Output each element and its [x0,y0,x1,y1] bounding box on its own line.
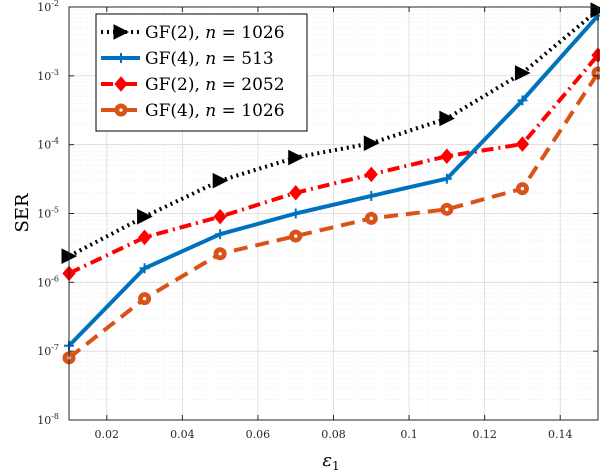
y-tick-label-exponent: -3 [51,68,59,77]
series-line [67,71,600,360]
y-tick-label-base: 10 [37,208,51,221]
series-line [68,53,600,276]
data-point [139,263,150,274]
series-layer [61,2,600,365]
data-point [591,66,600,80]
data-point [439,110,455,127]
data-point [137,208,153,225]
y-tick-label: 10-6 [37,274,59,289]
x-axis-label-subscript: 1 [332,459,340,473]
x-tick-label: 0.08 [321,428,346,441]
legend-marker [113,24,130,40]
data-point [515,182,529,196]
data-point [366,190,377,201]
legend-label: GF(4), n = 513 [145,49,274,69]
y-tick-label-exponent: -6 [51,274,59,283]
legend-entries: GF(2), n = 1026 GF(4), n = 513 GF(2), n = … [101,23,285,121]
x-tick-label: 0.12 [472,428,497,441]
x-tick-labels: 0.02 0.04 0.06 0.08 0.1 0.12 0.14 [95,428,573,441]
y-tick-label: 10-4 [37,137,59,152]
y-tick-label-base: 10 [37,1,51,14]
y-tick-label-base: 10 [37,414,51,427]
y-tick-label-base: 10 [37,139,51,152]
legend-label: GF(4), n = 1026 [145,101,285,121]
y-axis-label: SER [12,193,33,232]
x-tick-label: 0.1 [400,428,418,441]
legend-entry: GF(2), n = 2052 [101,75,285,95]
data-point [137,229,152,246]
x-tick-label: 0.02 [95,428,120,441]
x-axis-label: ε1 [322,450,339,473]
legend: GF(2), n = 1026 GF(4), n = 513 GF(2), n = … [95,13,308,132]
series-1 [61,2,600,264]
data-point [138,292,152,306]
y-tick-label: 10-2 [37,0,59,14]
legend-entry: GF(4), n = 1026 [101,101,285,121]
legend-entry: GF(4), n = 513 [101,49,274,69]
y-tick-label-exponent: -2 [51,0,59,8]
data-point [289,185,303,201]
y-tick-label: 10-7 [37,343,59,358]
legend-marker [114,103,128,117]
data-point [213,208,227,225]
tick-marks [69,6,598,421]
y-tick-label: 10-3 [37,68,59,83]
y-tick-label-base: 10 [37,345,51,358]
data-point [212,172,229,189]
legend-marker [116,53,126,63]
x-tick-label: 0.06 [246,428,271,441]
legend-label: GF(2), n = 2052 [145,75,285,95]
y-tick-label: 10-8 [37,412,59,427]
data-point [517,95,528,106]
data-point [515,136,530,152]
legend-label: GF(2), n = 1026 [145,23,285,43]
y-tick-labels: 10-810-710-610-510-410-310-2 [37,0,59,427]
data-point [215,229,226,240]
y-tick-label-base: 10 [37,276,51,289]
data-point [440,202,454,216]
series-3 [62,47,600,282]
y-tick-label-base: 10 [37,70,51,83]
data-point [363,135,380,152]
series-2 [64,10,600,351]
data-point [213,247,227,261]
data-point [364,211,378,225]
data-point [441,173,452,184]
data-point [289,229,303,243]
data-point [290,208,301,219]
data-point [364,166,378,183]
data-point [440,148,454,164]
data-point [514,65,531,81]
y-tick-label-exponent: -7 [51,343,59,352]
legend-entry: GF(2), n = 1026 [101,23,285,43]
series-line [67,14,600,348]
x-tick-label: 0.04 [170,428,195,441]
y-tick-label-exponent: -8 [51,412,59,421]
y-tick-label: 10-5 [37,206,59,221]
y-tick-label-exponent: -5 [51,206,59,215]
x-tick-label: 0.14 [548,428,573,441]
data-point [288,149,304,166]
legend-marker [114,76,128,92]
y-tick-label-exponent: -4 [51,137,59,146]
